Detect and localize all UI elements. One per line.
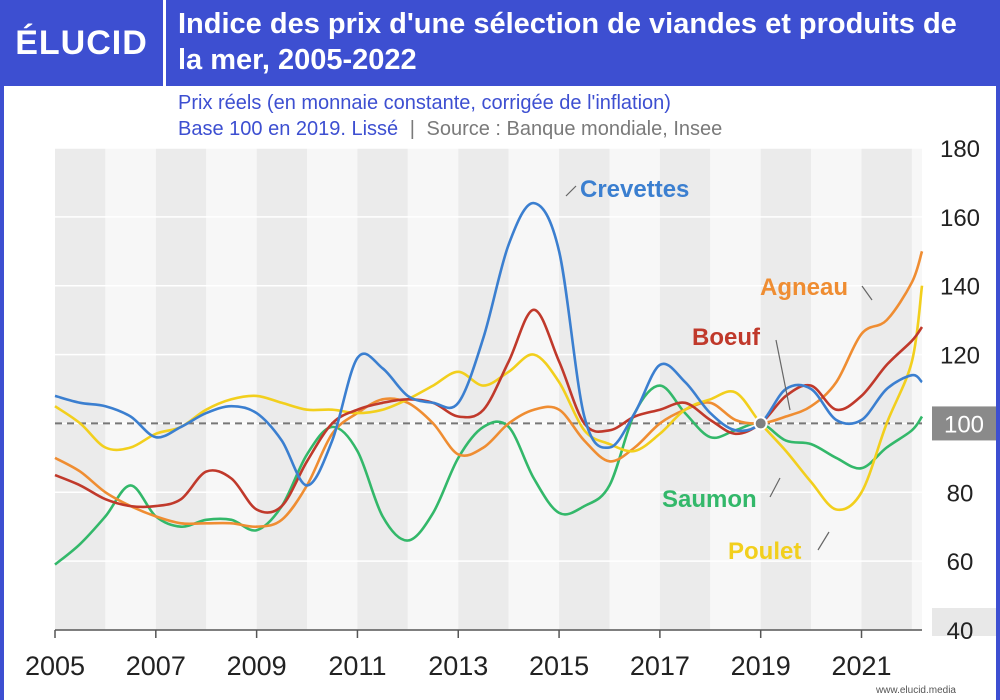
- reference-label: 100: [944, 411, 984, 438]
- series-label-crevettes: Crevettes: [580, 176, 689, 203]
- y-tick-label: 160: [940, 205, 980, 232]
- logo-separator: [163, 0, 166, 86]
- y-tick-label: 180: [940, 136, 980, 163]
- label-leader-poulet: [817, 531, 830, 551]
- series-label-saumon: Saumon: [662, 486, 757, 513]
- series-label-boeuf: Boeuf: [692, 324, 761, 351]
- subtitle-line-2: Base 100 en 2019. Lissé | Source : Banqu…: [178, 116, 722, 142]
- y-tick-label: 60: [947, 549, 974, 576]
- series-line-agneau: [54, 250, 924, 529]
- label-leader-agneau: [861, 285, 873, 301]
- year-band: [911, 148, 922, 630]
- x-tick-label: 2021: [831, 651, 891, 681]
- x-tick-label: 2007: [126, 651, 186, 681]
- year-band: [206, 148, 257, 630]
- label-leader-boeuf: [775, 339, 791, 411]
- year-band: [710, 148, 761, 630]
- year-band: [55, 148, 106, 630]
- label-leader-saumon: [769, 477, 781, 498]
- year-band: [508, 148, 560, 630]
- x-tick-label: 2019: [731, 651, 791, 681]
- subtitle-separator: |: [409, 118, 415, 140]
- subtitle-line-1: Prix réels (en monnaie constante, corrig…: [178, 92, 671, 114]
- x-tick-label: 2017: [630, 651, 690, 681]
- y-tick-label: 80: [947, 480, 974, 507]
- year-band: [407, 148, 459, 630]
- x-tick-label: 2011: [328, 651, 386, 681]
- y-tick-label: 40: [947, 618, 974, 645]
- reference-label-bg: [932, 406, 996, 441]
- year-band: [811, 148, 862, 630]
- subtitle-base: Base 100 en 2019. Lissé: [178, 118, 399, 140]
- label-leader-crevettes: [565, 185, 577, 197]
- elucid-logo: ÉLUCID: [15, 23, 148, 62]
- year-band: [155, 148, 207, 630]
- chart-title: Indice des prix d'une sélection de viand…: [178, 8, 957, 76]
- year-band: [559, 148, 610, 630]
- year-band: [307, 148, 358, 630]
- y-tick-label: 120: [940, 343, 980, 370]
- x-tick-label: 2013: [428, 651, 488, 681]
- header-bar: ÉLUCID Indice des prix d'une sélection d…: [0, 0, 1000, 86]
- x-tick-label: 2005: [25, 651, 85, 681]
- x-tick-label: 2015: [529, 651, 589, 681]
- source-text: Source : Banque mondiale, Insee: [426, 118, 723, 140]
- series-label-poulet: Poulet: [728, 538, 801, 565]
- x-tick-label: 2009: [227, 651, 287, 681]
- y-tick-bg: [932, 608, 996, 636]
- y-tick-label: 140: [940, 274, 980, 301]
- frame-left: [0, 86, 4, 700]
- frame-right: [996, 86, 1000, 700]
- base-2019-point: [753, 416, 768, 431]
- chart-subtitle: Prix réels (en monnaie constante, corrig…: [178, 90, 722, 142]
- website-footer: www.elucid.media: [875, 685, 956, 696]
- series-line-saumon: [54, 384, 924, 566]
- logo-box: ÉLUCID: [0, 0, 163, 86]
- year-band: [256, 148, 308, 630]
- year-band: [105, 148, 156, 630]
- series-label-agneau: Agneau: [760, 274, 848, 301]
